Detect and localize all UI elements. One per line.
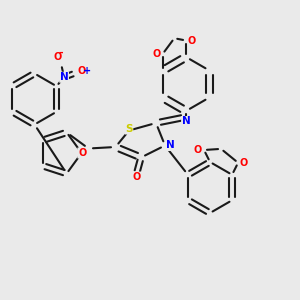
Text: N: N xyxy=(60,72,68,82)
Text: O: O xyxy=(240,158,248,168)
Text: +: + xyxy=(83,66,91,76)
Text: O: O xyxy=(54,52,62,62)
Text: N: N xyxy=(166,140,175,151)
Text: O: O xyxy=(152,49,161,59)
Text: O: O xyxy=(79,148,87,158)
Text: O: O xyxy=(188,35,196,46)
Text: O: O xyxy=(132,172,141,182)
Text: O: O xyxy=(194,145,202,155)
Text: N: N xyxy=(182,116,190,127)
Text: H: H xyxy=(78,148,86,158)
Text: O: O xyxy=(77,66,86,76)
Text: S: S xyxy=(125,124,133,134)
Text: -: - xyxy=(58,48,63,58)
